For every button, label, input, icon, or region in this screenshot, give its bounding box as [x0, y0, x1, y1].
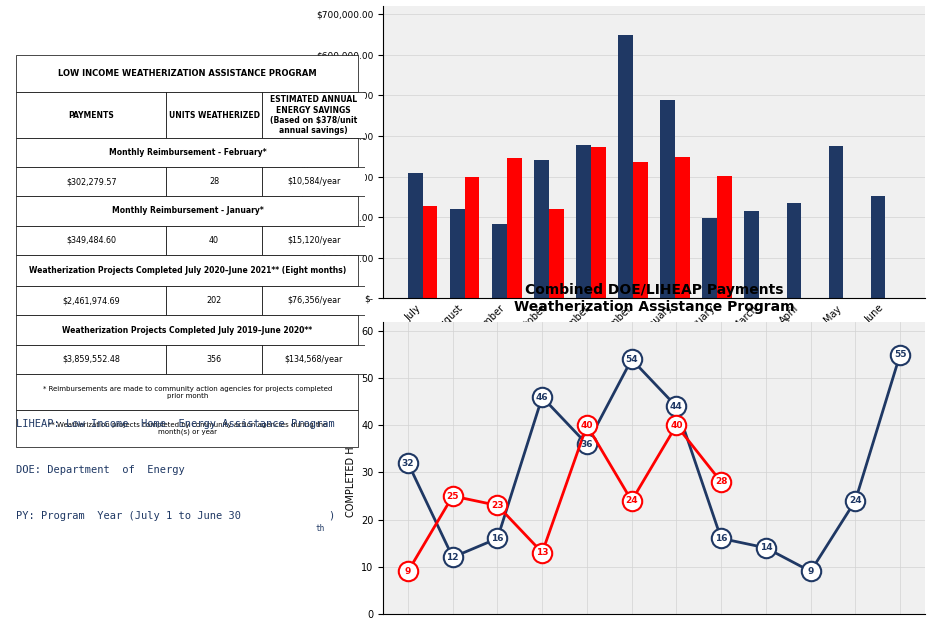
Text: 9: 9 — [807, 567, 814, 576]
Bar — [17, 374, 359, 410]
Text: $15,120/year: $15,120/year — [287, 236, 341, 245]
Text: 55: 55 — [894, 350, 906, 359]
Text: 9: 9 — [404, 567, 411, 576]
Bar — [576, 145, 591, 298]
Text: Monthly Reimbursement - January*: Monthly Reimbursement - January* — [111, 206, 263, 216]
Text: 28: 28 — [715, 477, 728, 486]
Bar — [17, 167, 166, 197]
Text: $134,568/year: $134,568/year — [285, 355, 343, 364]
Text: $3,859,552.48: $3,859,552.48 — [63, 355, 120, 364]
Bar — [591, 148, 605, 298]
Bar — [534, 161, 549, 298]
Text: $10,584/year: $10,584/year — [287, 177, 341, 186]
Text: 16: 16 — [715, 534, 728, 543]
Y-axis label: Reimbursement Payments: Reimbursement Payments — [301, 87, 311, 217]
Bar — [262, 345, 365, 374]
Bar — [507, 158, 521, 298]
Text: $302,279.57: $302,279.57 — [66, 177, 117, 186]
Legend: Combined DOE/LIHEAP for PY2019/2020, Combined DOE/LIHEAP for PY2020/2021: Combined DOE/LIHEAP for PY2019/2020, Com… — [458, 372, 851, 388]
Text: Weatherization Projects Completed July 2019–June 2020**: Weatherization Projects Completed July 2… — [63, 326, 313, 335]
Text: 14: 14 — [759, 543, 772, 552]
Bar — [17, 55, 359, 92]
Title: Combined DOE/LIHEAP Payments
Weatherization Assistance Program: Combined DOE/LIHEAP Payments Weatherizat… — [514, 283, 794, 314]
Bar — [408, 174, 423, 298]
Y-axis label: COMPLETED HOMES: COMPLETED HOMES — [346, 418, 356, 517]
Bar — [450, 209, 465, 298]
Text: 25: 25 — [446, 492, 459, 500]
Bar — [17, 138, 359, 167]
Text: ** Weatherization projects completed by community action agencies during the
mon: ** Weatherization projects completed by … — [48, 422, 327, 435]
Bar — [675, 157, 690, 298]
Bar — [262, 226, 365, 255]
Bar — [262, 167, 365, 197]
Text: DOE: Department  of  Energy: DOE: Department of Energy — [17, 465, 185, 475]
Bar — [633, 162, 647, 298]
Text: PY: Program  Year (July 1 to June 30: PY: Program Year (July 1 to June 30 — [17, 510, 242, 521]
Bar — [17, 345, 166, 374]
Bar — [465, 177, 479, 298]
Text: 40: 40 — [670, 421, 683, 430]
Bar — [17, 226, 166, 255]
Bar — [17, 410, 359, 447]
Bar — [262, 92, 365, 138]
Bar — [166, 286, 262, 316]
Bar — [17, 316, 359, 345]
Text: LIHEAP: Low Income  Home  Energy Assistance Program: LIHEAP: Low Income Home Energy Assistanc… — [17, 419, 335, 430]
Bar — [702, 218, 717, 298]
Bar — [166, 226, 262, 255]
Text: 46: 46 — [536, 392, 548, 402]
Text: 40: 40 — [581, 421, 593, 430]
Bar — [166, 345, 262, 374]
Bar — [262, 286, 365, 316]
Bar — [17, 92, 166, 138]
Bar — [828, 146, 843, 298]
Bar — [870, 196, 885, 298]
Text: LOW INCOME WEATHERIZATION ASSISTANCE PROGRAM: LOW INCOME WEATHERIZATION ASSISTANCE PRO… — [58, 69, 317, 78]
Text: Weatherization Projects Completed July 2020–June 2021** (Eight months): Weatherization Projects Completed July 2… — [29, 266, 346, 275]
Text: 23: 23 — [491, 501, 503, 510]
Bar — [717, 176, 732, 298]
Bar — [492, 224, 507, 298]
Text: UNITS WEATHERIZED: UNITS WEATHERIZED — [169, 111, 260, 120]
Text: 36: 36 — [581, 440, 593, 449]
Text: Monthly Reimbursement - February*: Monthly Reimbursement - February* — [108, 148, 266, 157]
Text: PAYMENTS: PAYMENTS — [68, 111, 114, 120]
Text: 32: 32 — [402, 459, 415, 467]
Text: 202: 202 — [206, 296, 221, 306]
Bar — [786, 203, 801, 298]
Text: 40: 40 — [209, 236, 219, 245]
Text: 28: 28 — [209, 177, 219, 186]
Text: ): ) — [328, 510, 334, 521]
Text: 24: 24 — [626, 496, 638, 505]
Text: 54: 54 — [626, 355, 638, 364]
Text: 24: 24 — [849, 496, 862, 505]
Bar — [549, 209, 563, 298]
Text: 12: 12 — [446, 553, 459, 562]
Text: 356: 356 — [206, 355, 221, 364]
Bar — [17, 286, 166, 316]
Bar — [618, 35, 633, 298]
Text: $76,356/year: $76,356/year — [287, 296, 341, 306]
Text: 44: 44 — [670, 402, 683, 411]
Text: * Reimbursements are made to community action agencies for projects completed
pr: * Reimbursements are made to community a… — [43, 386, 332, 399]
Bar — [17, 255, 359, 286]
Text: 13: 13 — [536, 548, 548, 557]
Bar — [166, 167, 262, 197]
Bar — [17, 197, 359, 226]
Bar — [423, 206, 437, 298]
Text: $2,461,974.69: $2,461,974.69 — [63, 296, 120, 306]
Text: $349,484.60: $349,484.60 — [66, 236, 116, 245]
Text: th: th — [316, 524, 325, 533]
Bar — [744, 211, 759, 298]
Bar — [660, 100, 675, 298]
Text: 16: 16 — [491, 534, 503, 543]
Bar — [166, 92, 262, 138]
Text: ESTIMATED ANNUAL
ENERGY SAVINGS
(Based on $378/unit
annual savings): ESTIMATED ANNUAL ENERGY SAVINGS (Based o… — [270, 95, 358, 135]
